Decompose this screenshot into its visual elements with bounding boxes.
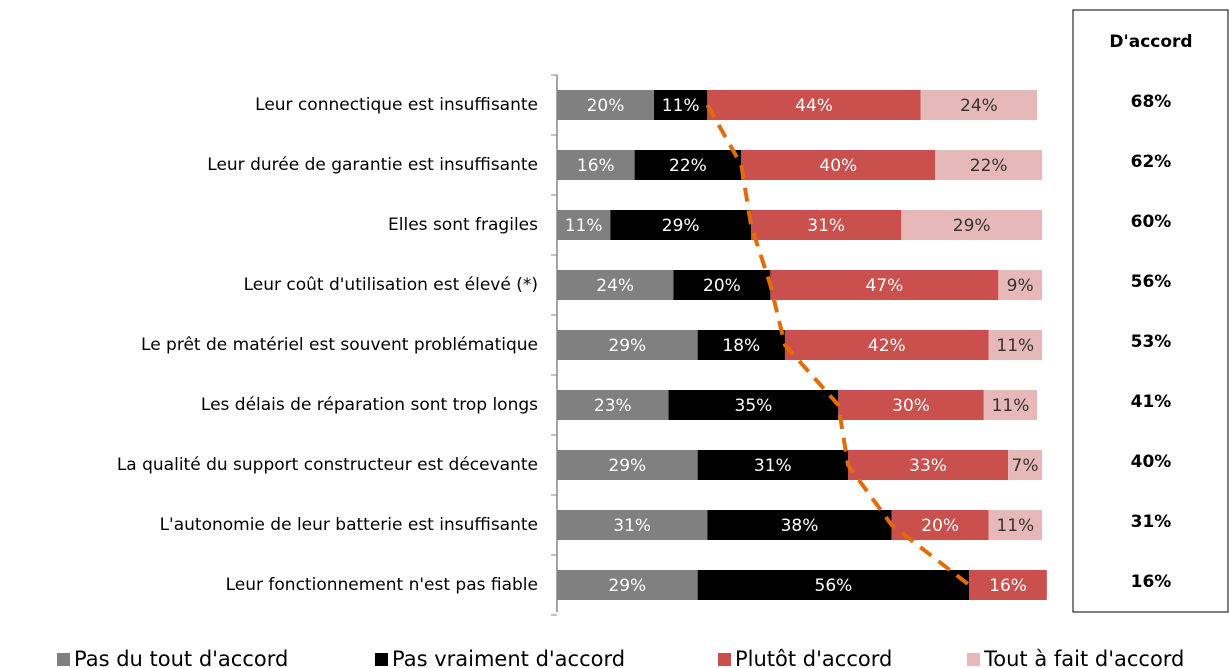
value-label: 33% — [909, 456, 947, 476]
category-label: Leur connectique est insuffisante — [255, 95, 538, 115]
value-label: 29% — [953, 216, 991, 236]
value-label: 29% — [662, 216, 700, 236]
bar-segment — [838, 390, 984, 420]
value-label: 20% — [703, 276, 741, 296]
bar-segment — [848, 450, 1009, 480]
value-label: 11% — [565, 216, 603, 236]
category-label: L'autonomie de leur batterie est insuffi… — [160, 515, 538, 535]
value-label: 31% — [754, 456, 792, 476]
value-label: 20% — [587, 96, 625, 116]
agree-boundary — [705, 104, 971, 587]
value-label: 35% — [735, 396, 773, 416]
value-label: 20% — [921, 516, 959, 536]
value-label: 44% — [795, 96, 833, 116]
legend-swatch — [718, 653, 731, 666]
value-label: 42% — [868, 336, 906, 356]
bar-segment — [969, 570, 1047, 600]
agree-value: 40% — [1131, 452, 1172, 472]
bar-segment — [935, 150, 1042, 180]
legend-label: Plutôt d'accord — [735, 647, 892, 668]
agree-value: 41% — [1131, 392, 1172, 412]
agree-value: 62% — [1131, 152, 1172, 172]
category-label: Leur durée de garantie est insuffisante — [207, 155, 538, 175]
bar-segment — [983, 390, 1038, 420]
value-label: 9% — [1007, 276, 1034, 296]
value-label: 31% — [613, 516, 651, 536]
value-label: 11% — [992, 396, 1030, 416]
value-label: 29% — [608, 336, 646, 356]
bar-segment — [988, 510, 1042, 540]
bar-segment — [673, 270, 771, 300]
bar-segment — [707, 510, 892, 540]
bar-segment — [707, 90, 921, 120]
value-label: 29% — [608, 456, 646, 476]
agree-title: D'accord — [1109, 32, 1192, 52]
agree-box — [1072, 9, 1229, 613]
bar-segment — [668, 390, 839, 420]
bar-segment — [557, 270, 674, 300]
value-label: 30% — [892, 396, 930, 416]
value-label: 29% — [608, 576, 646, 596]
category-label: Les délais de réparation sont trop longs — [201, 395, 538, 415]
bar-segment — [920, 90, 1038, 120]
bar-segment — [634, 150, 742, 180]
category-label: La qualité du support constructeur est d… — [117, 455, 538, 475]
legend-swatch — [57, 653, 70, 666]
agree-value: 68% — [1131, 92, 1172, 112]
agree-value: 16% — [1131, 572, 1172, 592]
bar-segment — [697, 330, 785, 360]
bar-segment — [784, 330, 989, 360]
category-label: Le prêt de matériel est souvent probléma… — [141, 335, 538, 355]
value-label: 56% — [815, 576, 853, 596]
category-label: Elles sont fragiles — [388, 215, 538, 235]
agree-value: 53% — [1131, 332, 1172, 352]
agree-value: 60% — [1131, 212, 1172, 232]
value-label: 22% — [669, 156, 707, 176]
category-label: Leur fonctionnement n'est pas fiable — [226, 575, 538, 595]
bar-segment — [770, 270, 999, 300]
value-label: 24% — [960, 96, 998, 116]
bar-segment — [557, 210, 611, 240]
value-label: 22% — [970, 156, 1008, 176]
legend-swatch — [967, 653, 980, 666]
bar-segment — [557, 570, 698, 600]
bar-segment — [557, 150, 635, 180]
bar-segment — [557, 90, 654, 120]
value-label: 11% — [996, 516, 1034, 536]
agree-value: 31% — [1131, 512, 1172, 532]
bar-segment — [988, 330, 1042, 360]
bar-segment — [1008, 450, 1042, 480]
bar-segment — [697, 570, 970, 600]
value-label: 16% — [577, 156, 615, 176]
agree-value: 56% — [1131, 272, 1172, 292]
value-label: 31% — [807, 216, 845, 236]
value-label: 11% — [662, 96, 700, 116]
value-label: 38% — [781, 516, 819, 536]
bar-segment — [654, 90, 708, 120]
legend-swatch — [375, 653, 388, 666]
value-label: 24% — [596, 276, 634, 296]
value-label: 47% — [865, 276, 903, 296]
value-label: 18% — [722, 336, 760, 356]
value-label: 40% — [819, 156, 857, 176]
category-label: Leur coût d'utilisation est élevé (*) — [244, 275, 538, 295]
bar-segment — [557, 450, 698, 480]
legend-label: Pas du tout d'accord — [74, 647, 288, 668]
legend-label: Tout à fait d'accord — [983, 647, 1184, 668]
bar-segment — [610, 210, 751, 240]
bar-segment — [557, 330, 698, 360]
value-label: 16% — [989, 576, 1027, 596]
value-label: 23% — [594, 396, 632, 416]
value-label: 11% — [996, 336, 1034, 356]
bar-segment — [751, 210, 902, 240]
bar-segment — [557, 390, 669, 420]
value-label: 7% — [1012, 456, 1039, 476]
bar-segment — [741, 150, 936, 180]
legend-label: Pas vraiment d'accord — [392, 647, 625, 668]
bar-segment — [998, 270, 1042, 300]
bar-segment — [557, 510, 708, 540]
bar-segment — [697, 450, 848, 480]
bar-segment — [901, 210, 1042, 240]
